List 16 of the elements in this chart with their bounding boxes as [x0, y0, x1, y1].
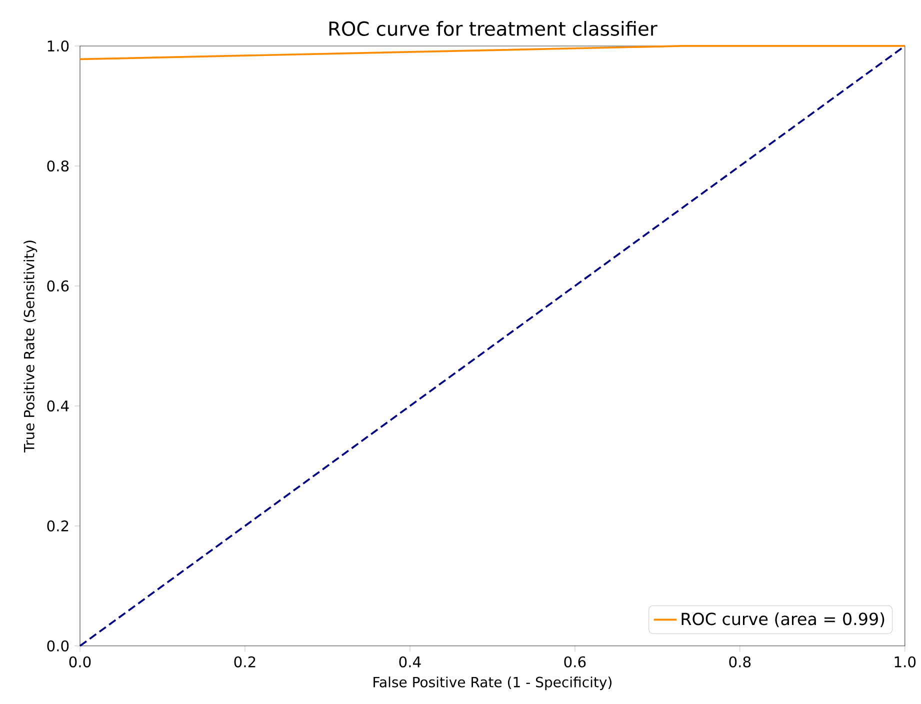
x-tick-label: 1.0	[894, 656, 916, 668]
x-tick-label: 0.8	[729, 656, 751, 668]
x-tick-label: 0.0	[69, 656, 91, 668]
y-tick-label: 0.8	[47, 160, 69, 172]
x-axis-title: False Positive Rate (1 - Specificity)	[374, 676, 612, 690]
y-tick-label: 0.4	[47, 400, 69, 412]
y-tick-label: 0.6	[47, 280, 69, 292]
y-tick-label: 0.0	[47, 640, 69, 652]
x-tick-label: 0.6	[564, 656, 586, 668]
y-axis-title: True Positive Rate (Sensitivity)	[24, 240, 38, 453]
legend-label: ROC curve (area = 0.99)	[682, 612, 884, 628]
chart-title: ROC curve for treatment classifier	[329, 21, 658, 36]
y-tick-label: 1.0	[48, 40, 69, 52]
y-tick-label: 0.2	[47, 520, 68, 532]
x-tick-label: 0.2	[234, 656, 256, 668]
x-tick-label: 0.4	[399, 656, 421, 668]
